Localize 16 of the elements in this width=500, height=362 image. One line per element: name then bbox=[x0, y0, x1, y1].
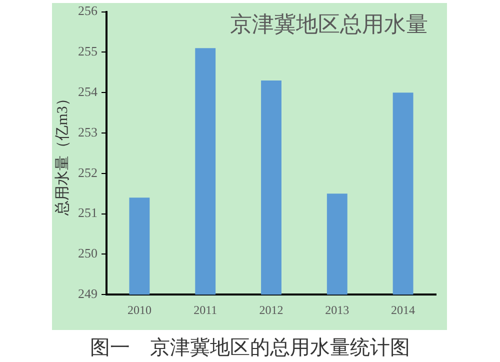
y-tick-label: 254 bbox=[78, 84, 98, 100]
y-tick-label: 250 bbox=[78, 246, 98, 261]
text: 图一 京津冀地区的总用水量统计图 bbox=[89, 336, 411, 361]
y-axis-title: 总用水量（亿m3） bbox=[54, 91, 71, 216]
x-tick-label: 2012 bbox=[259, 302, 284, 317]
x-tick-label: 2013 bbox=[325, 302, 350, 317]
y-tick-label: 249 bbox=[78, 286, 98, 302]
y-tick-label: 256 bbox=[78, 3, 98, 18]
y-tick-label: 255 bbox=[78, 44, 98, 59]
chart-title: 京津冀地区总用水量 bbox=[230, 12, 428, 37]
y-tick-label: 253 bbox=[78, 124, 98, 140]
y-tick-label: 252 bbox=[78, 164, 98, 180]
x-tick-label: 2014 bbox=[391, 302, 416, 317]
x-tick-label: 2011 bbox=[194, 302, 218, 317]
x-tick-label: 2010 bbox=[127, 302, 152, 317]
y-tick-label: 251 bbox=[78, 205, 98, 220]
